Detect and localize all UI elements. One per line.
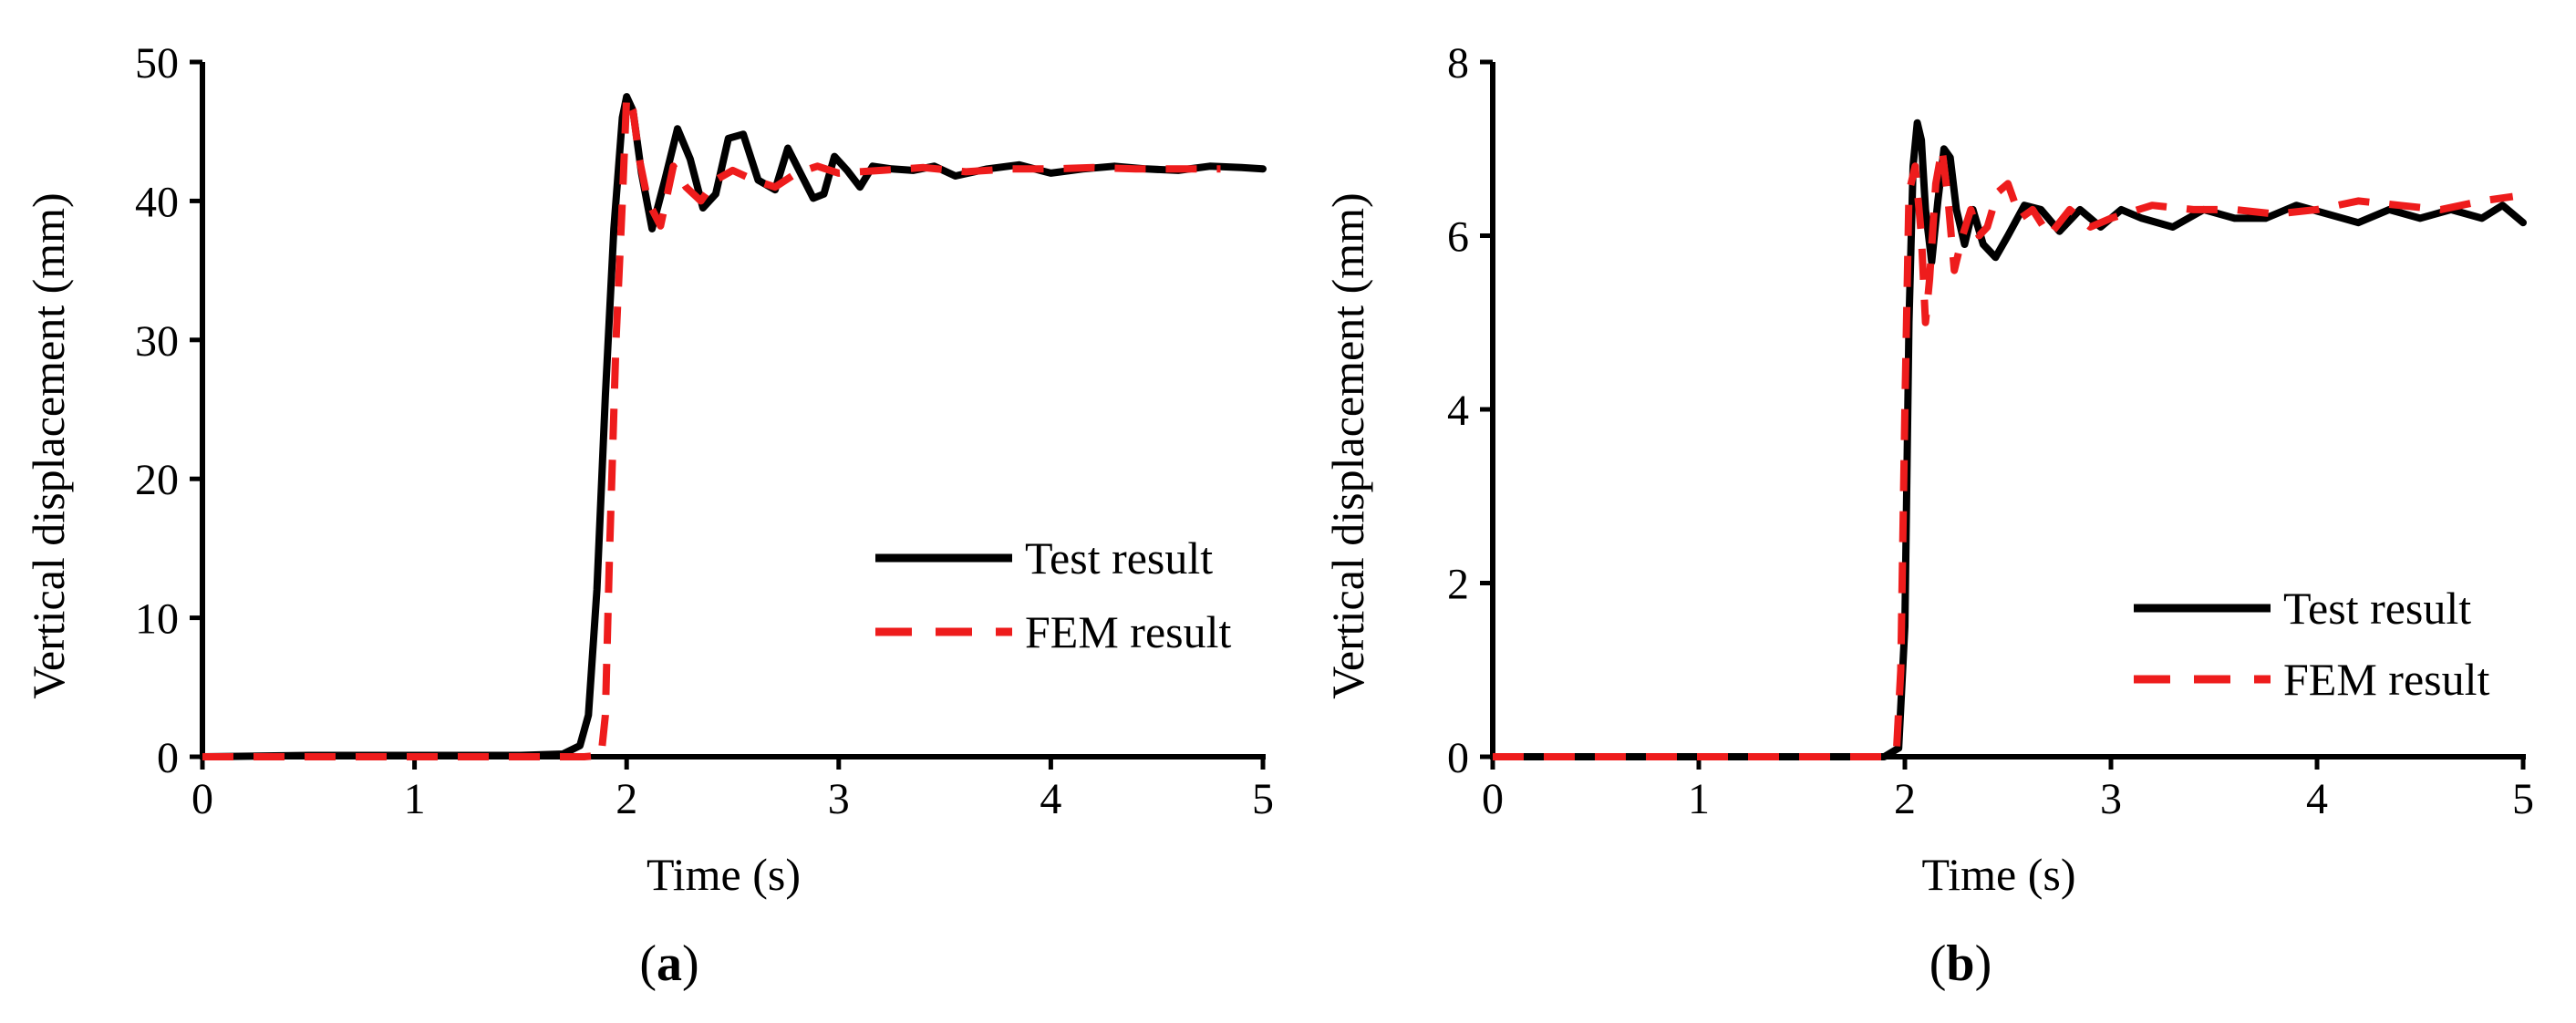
x-tick-label: 1 <box>404 775 426 823</box>
x-tick-label: 4 <box>1040 775 1061 823</box>
x-tick-label: 5 <box>1252 775 1274 823</box>
x-tick-label: 0 <box>1482 775 1504 823</box>
y-axis-title: Vertical displacement (mm) <box>1322 192 1373 698</box>
y-tick-label: 40 <box>135 178 179 226</box>
chart-panel-b: 0 1 2 3 4 5 0 2 4 6 8 Time (s) Vertical displacement… <box>1322 39 2534 992</box>
x-axis-title: Time (s) <box>647 849 801 900</box>
x-tick-label: 1 <box>1688 775 1710 823</box>
x-tick-label: 2 <box>616 775 637 823</box>
x-tick-label: 2 <box>1894 775 1916 823</box>
legend-label-fem: FEM result <box>2283 654 2490 705</box>
series-line-fem <box>1493 145 2514 760</box>
y-tick-label: 4 <box>1447 387 1469 435</box>
x-tick-label: 5 <box>2512 775 2534 823</box>
y-tick-label: 0 <box>157 734 179 782</box>
x-tick-label: 0 <box>191 775 213 823</box>
legend-label-fem: FEM result <box>1025 606 1232 657</box>
series-line-fem <box>202 93 1221 760</box>
y-tick-label: 30 <box>135 317 179 366</box>
legend-label-test: Test result <box>2283 583 2471 634</box>
panel-label: (a) <box>639 935 698 992</box>
y-tick-label: 2 <box>1447 561 1469 609</box>
x-tick-label: 4 <box>2306 775 2328 823</box>
y-tick-label: 20 <box>135 456 179 504</box>
y-axis-title: Vertical displacement (mm) <box>23 192 74 698</box>
y-tick-label: 6 <box>1447 213 1469 262</box>
legend-label-test: Test result <box>1025 532 1213 584</box>
panel-label: (b) <box>1929 935 1991 992</box>
y-tick-label: 0 <box>1447 734 1469 782</box>
y-tick-label: 50 <box>135 39 179 88</box>
x-axis-title: Time (s) <box>1921 849 2075 900</box>
x-tick-label: 3 <box>828 775 850 823</box>
y-tick-label: 10 <box>135 595 179 644</box>
series-line-test <box>199 93 1267 760</box>
x-tick-label: 3 <box>2100 775 2122 823</box>
y-tick-label: 8 <box>1447 39 1469 88</box>
